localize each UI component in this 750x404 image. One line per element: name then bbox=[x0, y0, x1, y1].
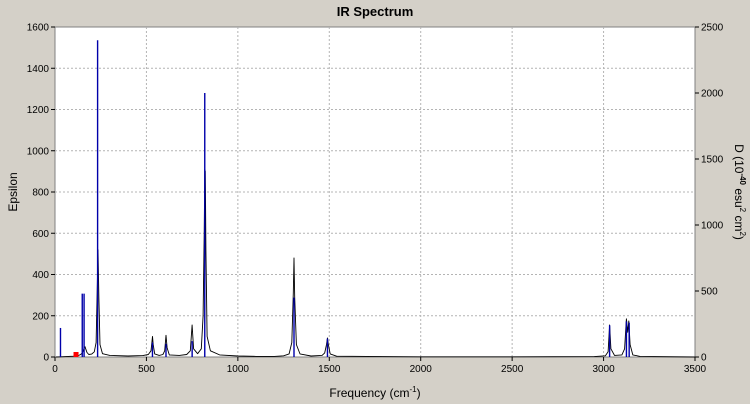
y2-tick-label: 0 bbox=[701, 353, 707, 364]
y-tick-label: 800 bbox=[32, 188, 49, 199]
x-axis-title-sup: -1 bbox=[409, 385, 417, 394]
x-axis-title: Frequency (cm-1) bbox=[329, 385, 420, 400]
y2-tick-label: 500 bbox=[701, 287, 718, 298]
x-tick-label: 3500 bbox=[684, 364, 707, 375]
x-tick-label: 2000 bbox=[410, 364, 433, 375]
y2-tick-label: 2500 bbox=[701, 23, 724, 34]
y-tick-label: 1000 bbox=[27, 146, 50, 157]
y2-axis-title-part-5: cm bbox=[732, 212, 746, 231]
y-axis-ticks: 0 200 400 600 800 1000 1200 1400 1600 bbox=[27, 23, 55, 364]
x-tick-label: 3000 bbox=[592, 364, 615, 375]
y-tick-label: 200 bbox=[32, 311, 49, 322]
spectrum-layer bbox=[55, 168, 696, 358]
x-axis-title-tail: ) bbox=[417, 386, 421, 400]
y-tick-label: 600 bbox=[32, 229, 49, 240]
x-tick-label: 2500 bbox=[501, 364, 524, 375]
y2-tick-label: 1000 bbox=[701, 221, 724, 232]
x-tick-label: 0 bbox=[52, 364, 58, 375]
y-tick-label: 0 bbox=[43, 353, 49, 364]
y-axis-title: Epsilon bbox=[6, 172, 20, 211]
y-tick-label: 1400 bbox=[27, 64, 50, 75]
y-tick-label: 1600 bbox=[27, 23, 50, 34]
x-axis-ticks: 0 500 1000 1500 2000 2500 3000 3500 bbox=[52, 357, 707, 375]
y-tick-label: 400 bbox=[32, 270, 49, 281]
spectrum-line bbox=[55, 168, 696, 358]
y2-tick-label: 1500 bbox=[701, 155, 724, 166]
y2-axis-title-part-6: 2 bbox=[738, 231, 747, 236]
stick-layer bbox=[59, 40, 630, 357]
y2-axis-title-part-3: esu bbox=[732, 185, 746, 208]
grid-lines bbox=[55, 27, 695, 357]
marker-layer bbox=[73, 352, 79, 357]
y2-axis-title-part-7: ) bbox=[732, 236, 746, 240]
y2-tick-label: 2000 bbox=[701, 89, 724, 100]
y2-axis-title-part-4: 2 bbox=[738, 208, 747, 213]
chart-title: IR Spectrum bbox=[337, 4, 414, 19]
y2-axis-title-part-2: -40 bbox=[738, 173, 747, 185]
x-axis-title-main: Frequency (cm bbox=[329, 386, 409, 400]
x-tick-label: 500 bbox=[138, 364, 155, 375]
y-tick-label: 1200 bbox=[27, 105, 50, 116]
red-marker bbox=[73, 352, 79, 357]
x-tick-label: 1500 bbox=[318, 364, 341, 375]
y2-axis-title-part-1: D (10 bbox=[732, 144, 746, 174]
y2-axis-title: D (10-40 esu2 cm2) bbox=[732, 144, 747, 240]
y2-axis-ticks: 0 500 1000 1500 2000 2500 bbox=[695, 23, 724, 364]
x-tick-label: 1000 bbox=[227, 364, 250, 375]
